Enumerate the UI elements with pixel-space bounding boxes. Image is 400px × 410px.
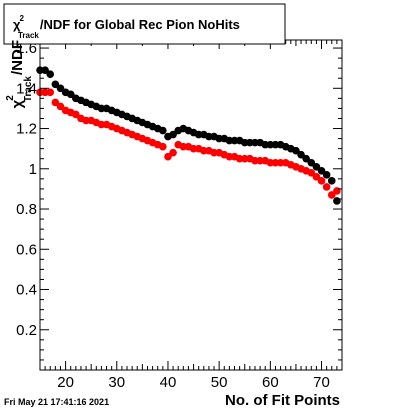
title-rest: /NDF for Global Rec Pion NoHits xyxy=(40,17,240,32)
series-1-point xyxy=(56,84,65,93)
x-tick-label: 70 xyxy=(313,374,330,391)
series-1-point xyxy=(322,171,331,179)
series-1-point xyxy=(307,158,316,167)
series-2-point xyxy=(312,173,321,181)
series-2-point xyxy=(317,177,326,185)
ylabel-rest: /NDF xyxy=(9,40,26,75)
x-tick-label: 50 xyxy=(211,374,228,391)
series-1-point xyxy=(292,146,300,155)
series-1-point xyxy=(327,177,336,185)
x-axis-title: No. of Fit Points xyxy=(225,392,340,409)
timestamp: Fri May 21 17:41:16 2021 xyxy=(4,397,109,407)
series-2-point xyxy=(56,102,65,111)
y-tick-label: 0.8 xyxy=(16,201,37,218)
ylabel-superscript: 2 xyxy=(5,95,16,101)
title-subscript: Track xyxy=(18,31,39,40)
ylabel-symbol: χ xyxy=(9,99,26,108)
series-2-point xyxy=(72,110,80,119)
series-2-point xyxy=(169,148,177,157)
series-1-point xyxy=(302,154,310,163)
title-superscript: 2 xyxy=(19,14,24,23)
y-tick-label: 1 xyxy=(29,161,37,178)
axis-ticks xyxy=(39,40,343,370)
series-1-point xyxy=(317,166,326,175)
title-box xyxy=(3,3,286,45)
y-tick-label: 0.4 xyxy=(16,282,37,299)
series-2-point xyxy=(46,88,55,97)
series-1-point xyxy=(333,197,341,205)
series-2-point xyxy=(159,142,167,151)
series-2-point xyxy=(51,98,60,107)
x-tick-label: 30 xyxy=(108,374,125,391)
y-tick-label: 0.2 xyxy=(16,322,37,339)
ylabel-subscript: Track xyxy=(23,76,34,103)
series-1-point xyxy=(169,130,177,139)
x-tick-label: 60 xyxy=(262,374,279,391)
series-2-point xyxy=(322,183,331,191)
series-1-point xyxy=(66,90,75,99)
y-tick-label: 1.4 xyxy=(16,80,37,97)
series-1-point xyxy=(51,80,60,89)
series-2-point xyxy=(333,187,341,195)
title-symbol: χ xyxy=(13,17,21,32)
plot-frame xyxy=(39,39,343,371)
y-axis-title: χ2 Track/NDF xyxy=(5,40,34,108)
series-1-point xyxy=(312,162,321,171)
x-tick-label: 20 xyxy=(57,374,74,391)
y-tick-label: 1.2 xyxy=(16,121,37,138)
y-tick-label: 0.6 xyxy=(16,241,37,258)
x-tick-label: 40 xyxy=(160,374,177,391)
series-2-point xyxy=(164,152,172,161)
chart-title: χ2 Track/NDF for Global Rec Pion NoHits xyxy=(13,14,240,40)
data-markers xyxy=(36,66,341,205)
series-1-point xyxy=(46,70,55,79)
series-1-point xyxy=(297,150,305,159)
series-1-point xyxy=(159,126,167,135)
series-2-point xyxy=(327,191,336,199)
series-2-point xyxy=(307,169,316,177)
